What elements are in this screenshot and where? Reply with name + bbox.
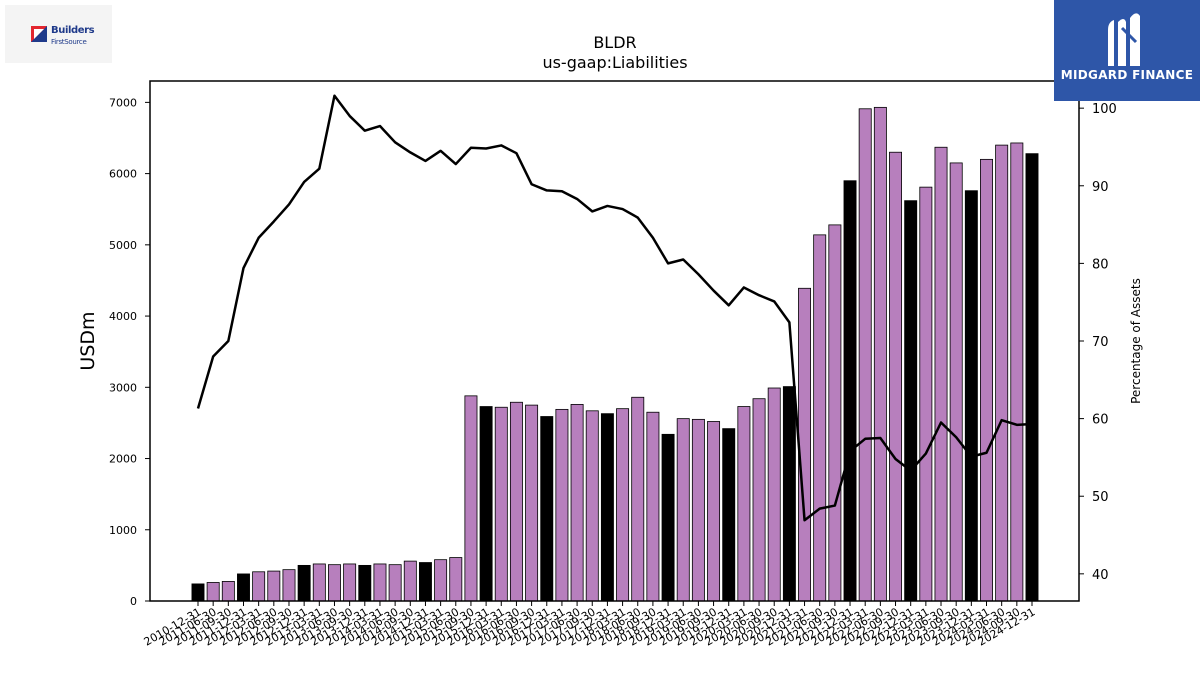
midgard-finance-logo: MIDGARD FINANCE [1054, 0, 1200, 101]
bar [722, 428, 736, 602]
bar [403, 560, 417, 602]
bar [343, 563, 357, 602]
bar [873, 106, 887, 602]
bar [540, 416, 554, 602]
bar [282, 569, 296, 602]
chart-subtitle: us-gaap:Liabilities [542, 53, 687, 72]
bar [373, 563, 387, 602]
midgard-logo-mark-icon [1108, 13, 1140, 66]
bar [509, 401, 523, 602]
logo-right-text: MIDGARD FINANCE [1060, 68, 1194, 82]
logo-left-line1: Builders [51, 25, 95, 36]
bar [328, 564, 341, 602]
bar [813, 234, 827, 602]
x-axis-ticks: 2010-12-312011-06-302011-09-302011-12-31… [142, 601, 1038, 649]
bar [980, 158, 993, 602]
logo-left-line2: FirstSource [51, 38, 87, 46]
y-tick-label: 2000 [109, 453, 137, 466]
bar [252, 571, 266, 602]
bar [221, 581, 235, 602]
bar [949, 162, 963, 602]
bar [889, 151, 902, 602]
bar [661, 433, 675, 602]
left-axis-ticks: 0 1000 2000 3000 4000 5000 6000 7000 [109, 96, 150, 608]
right-axis-ticks: 40 50 60 70 80 90 100 [1079, 102, 1117, 583]
bar [782, 386, 796, 602]
y-tick-label: 3000 [109, 381, 137, 394]
bar [752, 398, 766, 602]
y2-tick-label: 70 [1092, 335, 1109, 350]
y-tick-label: 7000 [109, 96, 137, 109]
bar [555, 408, 569, 602]
bar [494, 406, 508, 602]
bar [267, 570, 281, 602]
y2-axis-label: Percentage of Assets [1129, 278, 1143, 404]
bar [206, 582, 220, 602]
percentage-line [196, 94, 1033, 522]
bar [767, 387, 781, 602]
builders-logo-mark-icon [31, 26, 47, 42]
bar [525, 404, 539, 602]
y-tick-label: 6000 [109, 168, 137, 181]
bar [934, 146, 948, 602]
y-tick-label: 5000 [109, 239, 137, 252]
bar [191, 583, 205, 602]
bar [418, 562, 432, 602]
y2-tick-label: 40 [1092, 568, 1109, 583]
bar [1010, 142, 1024, 602]
bar [434, 559, 448, 602]
bar [964, 190, 978, 602]
bar [995, 144, 1009, 602]
bar [585, 410, 599, 602]
bar [297, 564, 311, 602]
bar [616, 408, 630, 602]
bar [464, 395, 478, 602]
y2-tick-label: 90 [1092, 180, 1109, 195]
y2-tick-label: 60 [1092, 413, 1109, 428]
percentage-line-series [196, 94, 1033, 522]
bar [600, 413, 614, 602]
bar [479, 406, 493, 602]
bar [358, 564, 372, 602]
bar [798, 287, 812, 602]
y-axis-label: USDm [77, 311, 99, 370]
y2-tick-label: 100 [1092, 102, 1117, 117]
chart-title: BLDR [593, 33, 636, 52]
y2-tick-label: 50 [1092, 490, 1109, 505]
bar [691, 418, 705, 602]
y2-tick-label: 80 [1092, 257, 1109, 272]
y-tick-label: 4000 [109, 310, 137, 323]
bar [843, 180, 857, 602]
bar [570, 403, 584, 602]
bar [646, 411, 660, 602]
bar [919, 186, 933, 602]
bar [737, 406, 751, 602]
bar [828, 224, 842, 602]
bar [904, 200, 918, 602]
bar [312, 563, 326, 602]
bar [1025, 153, 1039, 602]
bar [707, 421, 721, 602]
bar [237, 573, 250, 602]
bar [631, 396, 645, 602]
bar [449, 557, 463, 602]
bar-series [191, 106, 1039, 602]
builders-firstsource-logo: Builders FirstSource [5, 5, 112, 63]
y-tick-label: 1000 [109, 524, 137, 537]
y-tick-label: 0 [130, 595, 137, 608]
bar [858, 108, 872, 602]
bar [388, 564, 402, 602]
bar [676, 418, 690, 602]
